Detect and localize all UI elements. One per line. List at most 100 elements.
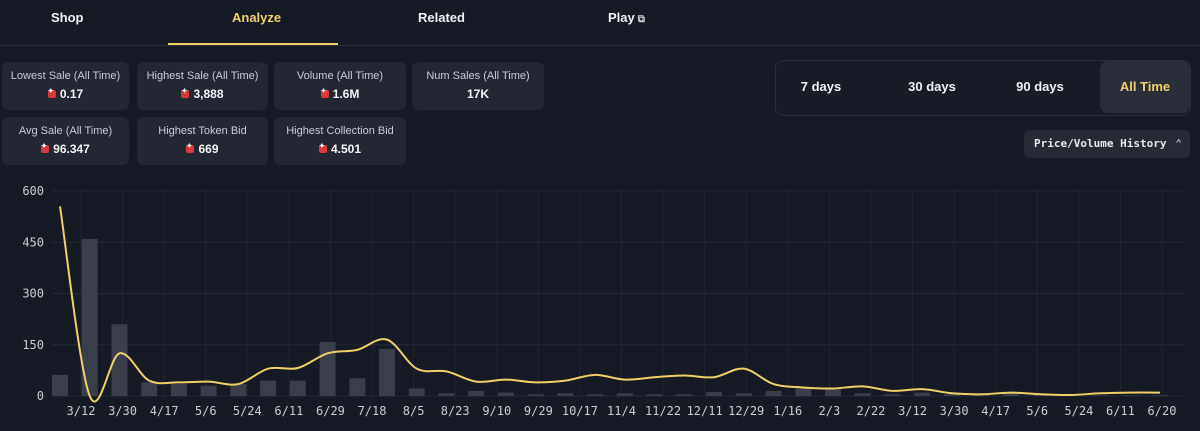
- stat-highest-sale: Highest Sale (All Time) 3,888: [137, 62, 268, 110]
- stat-volume: Volume (All Time) 1.6M: [274, 62, 406, 110]
- volume-bar: [141, 382, 158, 396]
- currency-icon: [186, 142, 195, 153]
- x-tick-label: 3/12: [67, 404, 96, 418]
- x-tick-label: 3/30: [108, 404, 137, 418]
- stat-label: Volume (All Time): [296, 70, 384, 82]
- range-7-days[interactable]: 7 days: [800, 79, 842, 94]
- history-select-value: Price/Volume History: [1034, 137, 1167, 150]
- range-90-days[interactable]: 90 days: [1016, 79, 1064, 94]
- volume-bar: [379, 348, 396, 396]
- stat-value: 17K: [466, 87, 489, 101]
- stat-value: 3,888: [193, 87, 224, 101]
- volume-bar: [795, 388, 812, 396]
- stat-value-row: 669: [137, 142, 268, 156]
- x-tick-label: 12/29: [728, 404, 764, 418]
- stat-label: Avg Sale (All Time): [18, 125, 113, 137]
- volume-bar: [1122, 395, 1139, 396]
- volume-bar: [735, 393, 752, 396]
- volume-bar: [468, 390, 485, 396]
- stat-value-row: 1.6M: [274, 87, 406, 101]
- stat-label: Highest Token Bid: [158, 125, 247, 137]
- volume-bar: [973, 394, 990, 396]
- volume-bar: [527, 394, 544, 396]
- volume-bar: [676, 394, 693, 396]
- stat-value: 0.17: [59, 87, 84, 101]
- stat-label: Highest Sale (All Time): [146, 70, 259, 82]
- x-tick-label: 11/4: [607, 404, 636, 418]
- x-tick-label: 4/17: [150, 404, 179, 418]
- x-tick-label: 5/24: [233, 404, 262, 418]
- x-tick-label: 11/22: [645, 404, 681, 418]
- volume-bar: [81, 238, 98, 396]
- chevron-updown-icon: ⌃: [1175, 137, 1182, 150]
- volume-bar: [260, 380, 277, 396]
- stat-avg-sale: Avg Sale (All Time) 96.347: [2, 117, 129, 165]
- x-tick-label: 12/11: [687, 404, 723, 418]
- x-tick-label: 7/18: [358, 404, 387, 418]
- range-30-days[interactable]: 30 days: [908, 79, 956, 94]
- x-tick-label: 10/17: [562, 404, 598, 418]
- volume-bar: [824, 389, 841, 396]
- x-tick-label: 6/20: [1148, 404, 1177, 418]
- volume-bar: [914, 392, 931, 396]
- volume-bar: [1152, 395, 1168, 396]
- currency-icon: [181, 87, 190, 98]
- stat-value-row: 96.347: [2, 142, 129, 156]
- volume-bar: [111, 324, 128, 396]
- stat-value: 96.347: [53, 142, 90, 156]
- stat-value: 4.501: [330, 142, 362, 156]
- volume-bar: [170, 384, 187, 396]
- external-link-icon: ⧉: [637, 14, 645, 25]
- currency-icon: [318, 142, 327, 153]
- volume-bar: [349, 378, 366, 396]
- volume-bar: [319, 342, 336, 396]
- tab-play-label: Play: [608, 10, 635, 25]
- stat-label: Highest Collection Bid: [286, 125, 394, 137]
- x-tick-label: 4/17: [981, 404, 1010, 418]
- tab-play[interactable]: Play ⧉: [608, 10, 645, 25]
- stat-lowest-sale: Lowest Sale (All Time) 0.17: [2, 62, 129, 110]
- x-tick-label: 6/29: [316, 404, 345, 418]
- stat-label: Lowest Sale (All Time): [10, 70, 121, 82]
- tab-related[interactable]: Related: [418, 10, 465, 25]
- volume-bar: [289, 380, 306, 396]
- volume-bar: [438, 393, 455, 396]
- volume-bar: [706, 391, 723, 396]
- y-tick-label: 450: [22, 235, 44, 249]
- time-range-selector: 7 days 30 days 90 days All Time: [775, 60, 1191, 116]
- active-tab-underline: [168, 43, 338, 45]
- stat-value-row: 0.17: [2, 87, 129, 101]
- price-volume-chart: 0 150 300 450 600 3/12 3/30 4/17 5/6 5/24 6/11 6/29…: [22, 184, 1185, 418]
- volume-bar: [200, 385, 217, 396]
- volume-bar: [557, 393, 574, 396]
- volume-bar: [230, 384, 247, 396]
- stat-highest-token-bid: Highest Token Bid 669: [137, 117, 268, 165]
- stat-highest-collection-bid: Highest Collection Bid 4.501: [274, 117, 406, 165]
- x-tick-label: 5/24: [1064, 404, 1093, 418]
- x-tick-label: 6/11: [1106, 404, 1135, 418]
- tab-analyze[interactable]: Analyze: [232, 10, 282, 25]
- currency-icon: [41, 142, 50, 153]
- volume-bar: [765, 390, 782, 396]
- range-all-time[interactable]: All Time: [1100, 61, 1190, 113]
- volume-bar: [497, 392, 514, 396]
- volume-bar: [884, 394, 901, 396]
- x-tick-label: 1/16: [773, 404, 802, 418]
- volume-bar: [616, 393, 633, 396]
- volume-bar: [587, 394, 604, 396]
- tab-shop[interactable]: Shop: [51, 10, 84, 25]
- stat-value: 669: [198, 142, 219, 156]
- stat-value: 1.6M: [332, 87, 360, 101]
- x-tick-label: 9/29: [524, 404, 553, 418]
- x-tick-label: 5/6: [1026, 404, 1048, 418]
- volume-bar: [646, 394, 663, 396]
- volume-bar: [854, 393, 871, 396]
- x-tick-label: 2/3: [819, 404, 841, 418]
- history-type-select[interactable]: Price/Volume History ⌃: [1024, 130, 1190, 158]
- currency-icon: [320, 87, 329, 98]
- x-tick-label: 2/22: [857, 404, 886, 418]
- y-tick-label: 300: [22, 287, 44, 301]
- x-tick-label: 8/23: [441, 404, 470, 418]
- x-tick-label: 3/12: [898, 404, 927, 418]
- volume-bar: [943, 394, 960, 396]
